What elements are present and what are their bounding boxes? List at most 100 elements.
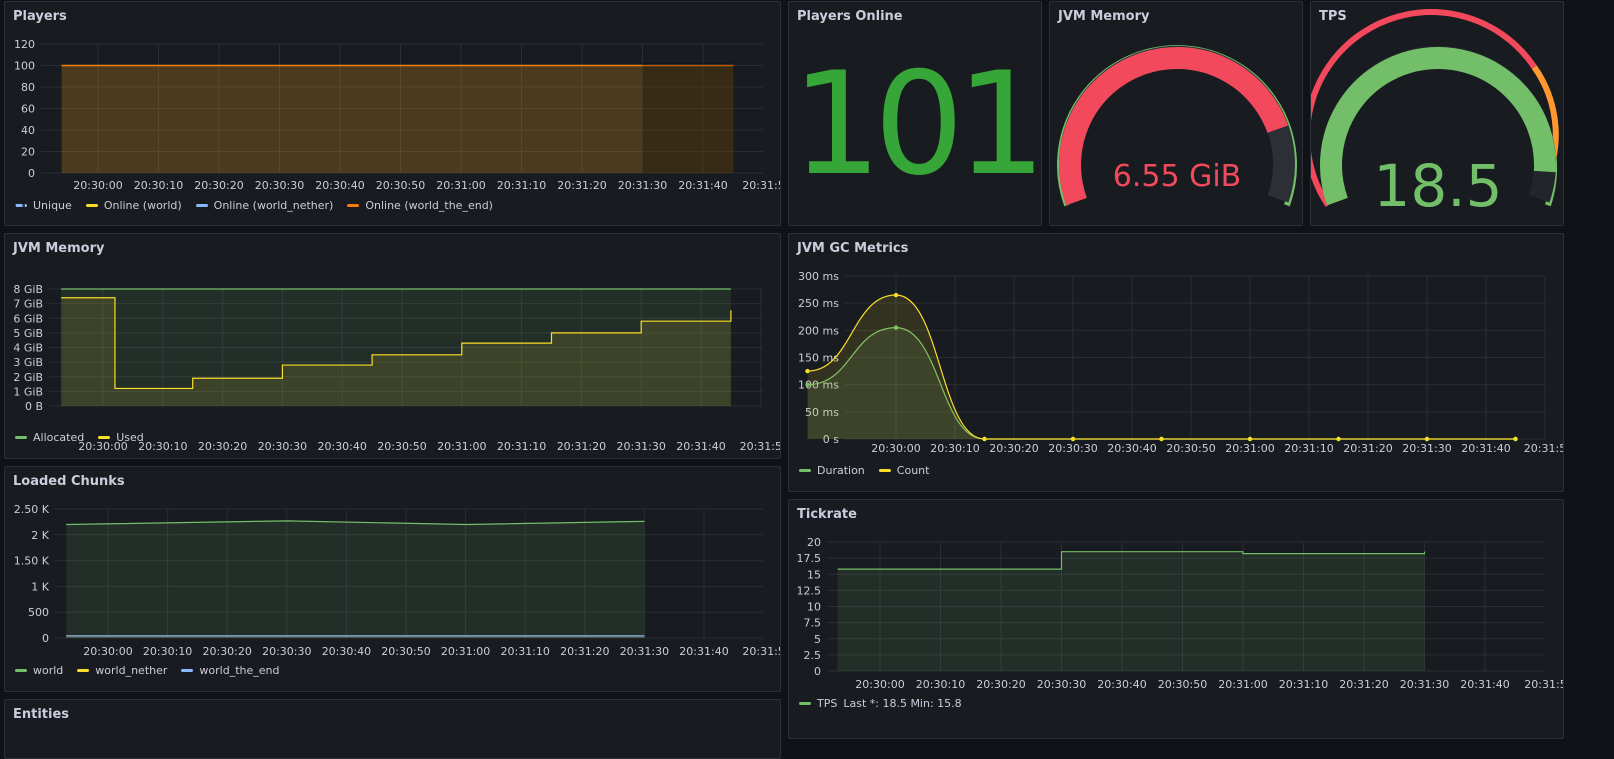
- legend-item[interactable]: Duration: [799, 464, 865, 477]
- jvm-memory-panel: JVM Memory 0 B 1 GiB 2 GiB 3 GiB 4 GiB 5 GiB 6…: [4, 233, 781, 459]
- jvm-memory-legend: Allocated Used: [15, 431, 144, 444]
- series-area: [61, 289, 731, 406]
- players-chart[interactable]: 0 20 40 60 80 100 120 20:30:00 20:30:10 20:30:20 2…: [5, 22, 781, 222]
- series-area: [61, 65, 734, 173]
- y-tick-label: 7.5: [804, 617, 822, 630]
- gauge-fill: [1059, 47, 1289, 206]
- legend-item[interactable]: Count: [878, 464, 930, 477]
- y-tick-label: 200 ms: [798, 324, 839, 337]
- x-tick-label: 20:31:10: [1284, 442, 1333, 455]
- x-tick-label: 20:31:00: [441, 645, 490, 658]
- panel-title[interactable]: Loaded Chunks: [13, 474, 125, 489]
- tickrate-chart[interactable]: 0 2.5 5 7.5 10 12.5 15 17.5 20 20:30:00 20:30:10 20…: [789, 520, 1564, 720]
- legend-item[interactable]: Online (world): [85, 199, 182, 212]
- y-tick-label: 2.5: [804, 649, 822, 662]
- legend-label: Online (world_the_end): [365, 199, 493, 212]
- panel-title[interactable]: JVM Memory: [1058, 9, 1150, 24]
- x-tick-label: 20:30:20: [194, 179, 243, 192]
- loaded-chunks-chart[interactable]: 0 500 1 K 1.50 K 2 K 2.50 K 20:30:00 20:30:10 20…: [5, 487, 781, 687]
- panel-title[interactable]: Entities: [13, 707, 70, 722]
- data-point: [1247, 436, 1253, 442]
- legend-swatch: [15, 436, 27, 439]
- y-tick-label: 500: [28, 606, 49, 619]
- jvm-gc-panel: JVM GC Metrics 0 s 50 ms 100 ms 150 ms 200 m…: [788, 233, 1564, 492]
- y-tick-label: 250 ms: [798, 297, 839, 310]
- x-tick-label: 20:31:5: [1524, 678, 1564, 691]
- legend-item[interactable]: Allocated: [15, 431, 84, 444]
- x-tick-label: 20:30:10: [916, 678, 965, 691]
- x-tick-label: 20:30:30: [255, 179, 304, 192]
- players-legend: Unique Online (world) Online (world_nether…: [15, 199, 493, 212]
- panel-title[interactable]: Players: [13, 9, 67, 24]
- y-tick-label: 1.50 K: [14, 555, 50, 568]
- jvm-gc-chart[interactable]: 0 s 50 ms 100 ms 150 ms 200 ms 250 ms 300 ms 20…: [789, 254, 1564, 484]
- legend-label: world_nether: [95, 664, 168, 677]
- x-tick-label: 20:31:00: [437, 440, 486, 453]
- y-tick-label: 1 GiB: [13, 385, 43, 398]
- legend-label: Unique: [33, 199, 72, 212]
- x-tick-label: 20:31:10: [497, 440, 546, 453]
- legend-item[interactable]: world_nether: [77, 664, 167, 677]
- x-tick-label: 20:31:30: [1400, 678, 1449, 691]
- x-tick-label: 20:31:40: [678, 179, 727, 192]
- legend-swatch: [799, 469, 811, 472]
- y-tick-label: 60: [21, 103, 35, 116]
- x-tick-label: 20:30:50: [376, 179, 425, 192]
- x-tick-label: 20:31:20: [557, 440, 606, 453]
- series-line: [807, 294, 1516, 440]
- legend-label: Count: [896, 464, 930, 477]
- legend-item[interactable]: Online (world_the_end): [347, 199, 493, 212]
- y-tick-label: 150 ms: [798, 352, 839, 365]
- legend-label: Used: [116, 431, 144, 444]
- panel-title[interactable]: TPS: [1319, 9, 1347, 24]
- entities-panel: Entities: [4, 699, 781, 759]
- y-tick-label: 0 B: [25, 400, 43, 413]
- legend-item[interactable]: Unique: [15, 199, 72, 212]
- x-tick-label: 20:30:00: [73, 179, 122, 192]
- gauge-value: 6.55 GiB: [1113, 159, 1242, 194]
- tps-gauge-panel: TPS 18.5: [1310, 1, 1564, 226]
- panel-title[interactable]: Tickrate: [797, 507, 857, 522]
- y-tick-label: 1 K: [31, 580, 49, 593]
- legend-item[interactable]: Online (world_nether): [195, 199, 333, 212]
- series-area: [837, 551, 1425, 671]
- panel-title[interactable]: JVM GC Metrics: [797, 241, 909, 256]
- legend-swatch: [85, 204, 98, 207]
- legend-label: world_the_end: [199, 664, 280, 677]
- x-tick-label: 20:30:20: [198, 440, 247, 453]
- series-area: [61, 297, 731, 406]
- series-area: [807, 295, 1516, 439]
- gauge-fill: [1320, 47, 1556, 206]
- x-tick-label: 20:30:30: [262, 645, 311, 658]
- y-tick-label: 2 GiB: [13, 371, 43, 384]
- legend-item[interactable]: Used: [98, 431, 144, 444]
- gauge-threshold-red: [1311, 9, 1537, 207]
- x-tick-label: 20:30:40: [315, 179, 364, 192]
- tps-gauge: 18.5: [1311, 9, 1559, 220]
- x-tick-label: 20:30:30: [258, 440, 307, 453]
- gauge-threshold-orange: [1531, 65, 1559, 158]
- data-point: [1159, 436, 1164, 442]
- panel-title[interactable]: JVM Memory: [13, 241, 105, 256]
- x-tick-label: 20:31:5: [1524, 442, 1564, 455]
- legend-item[interactable]: TPS Last *: 18.5 Min: 15.8: [799, 697, 962, 710]
- x-tick-label: 20:31:10: [497, 179, 546, 192]
- data-point: [893, 292, 899, 298]
- jvm-memory-gauge: 6.55 GiB: [1057, 45, 1297, 207]
- y-tick-label: 300 ms: [798, 270, 839, 283]
- legend-swatch: [77, 669, 90, 672]
- y-tick-label: 50 ms: [805, 406, 839, 419]
- legend-item[interactable]: world_the_end: [181, 664, 279, 677]
- legend-item[interactable]: world: [15, 664, 63, 677]
- loaded-chunks-panel: Loaded Chunks 0 500 1 K 1.50 K 2 K 2.50 K 20:3…: [4, 466, 781, 692]
- y-tick-label: 5 GiB: [13, 327, 43, 340]
- y-tick-label: 6 GiB: [13, 312, 43, 325]
- legend-label: Duration: [817, 464, 865, 477]
- y-tick-label: 20: [21, 146, 35, 159]
- x-tick-label: 20:30:00: [78, 440, 127, 453]
- y-tick-label: 12.5: [797, 584, 822, 597]
- panel-title[interactable]: Players Online: [797, 9, 903, 24]
- x-tick-label: 20:31:00: [1218, 678, 1267, 691]
- y-tick-label: 5: [814, 633, 821, 646]
